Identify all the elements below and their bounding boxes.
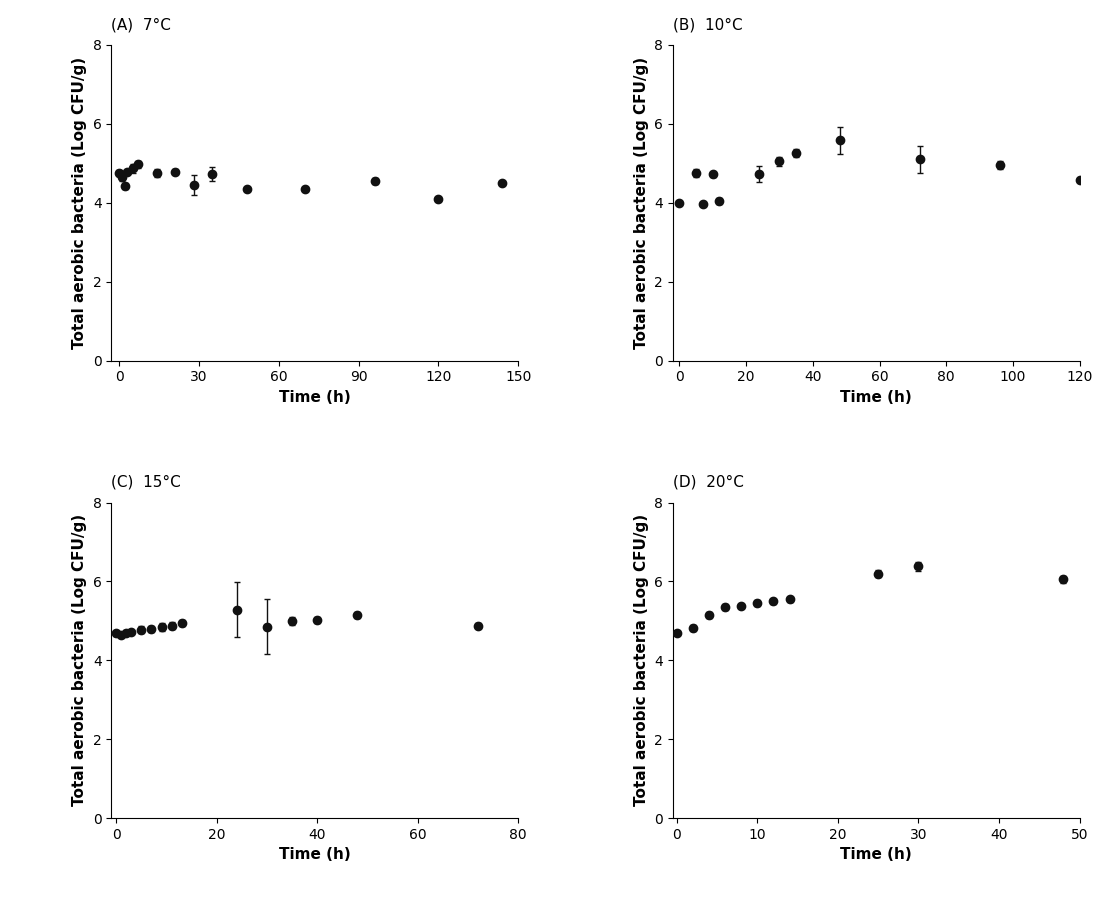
X-axis label: Time (h): Time (h) <box>279 848 351 862</box>
Text: (B)  10°C: (B) 10°C <box>672 17 742 32</box>
Y-axis label: Total aerobic bacteria (Log CFU/g): Total aerobic bacteria (Log CFU/g) <box>633 57 649 349</box>
Text: (C)  15°C: (C) 15°C <box>111 475 181 490</box>
Text: (A)  7°C: (A) 7°C <box>111 17 171 32</box>
Y-axis label: Total aerobic bacteria (Log CFU/g): Total aerobic bacteria (Log CFU/g) <box>633 514 649 806</box>
Y-axis label: Total aerobic bacteria (Log CFU/g): Total aerobic bacteria (Log CFU/g) <box>72 57 87 349</box>
Y-axis label: Total aerobic bacteria (Log CFU/g): Total aerobic bacteria (Log CFU/g) <box>72 514 87 806</box>
X-axis label: Time (h): Time (h) <box>840 390 912 405</box>
Text: (D)  20°C: (D) 20°C <box>672 475 743 490</box>
X-axis label: Time (h): Time (h) <box>279 390 351 405</box>
X-axis label: Time (h): Time (h) <box>840 848 912 862</box>
